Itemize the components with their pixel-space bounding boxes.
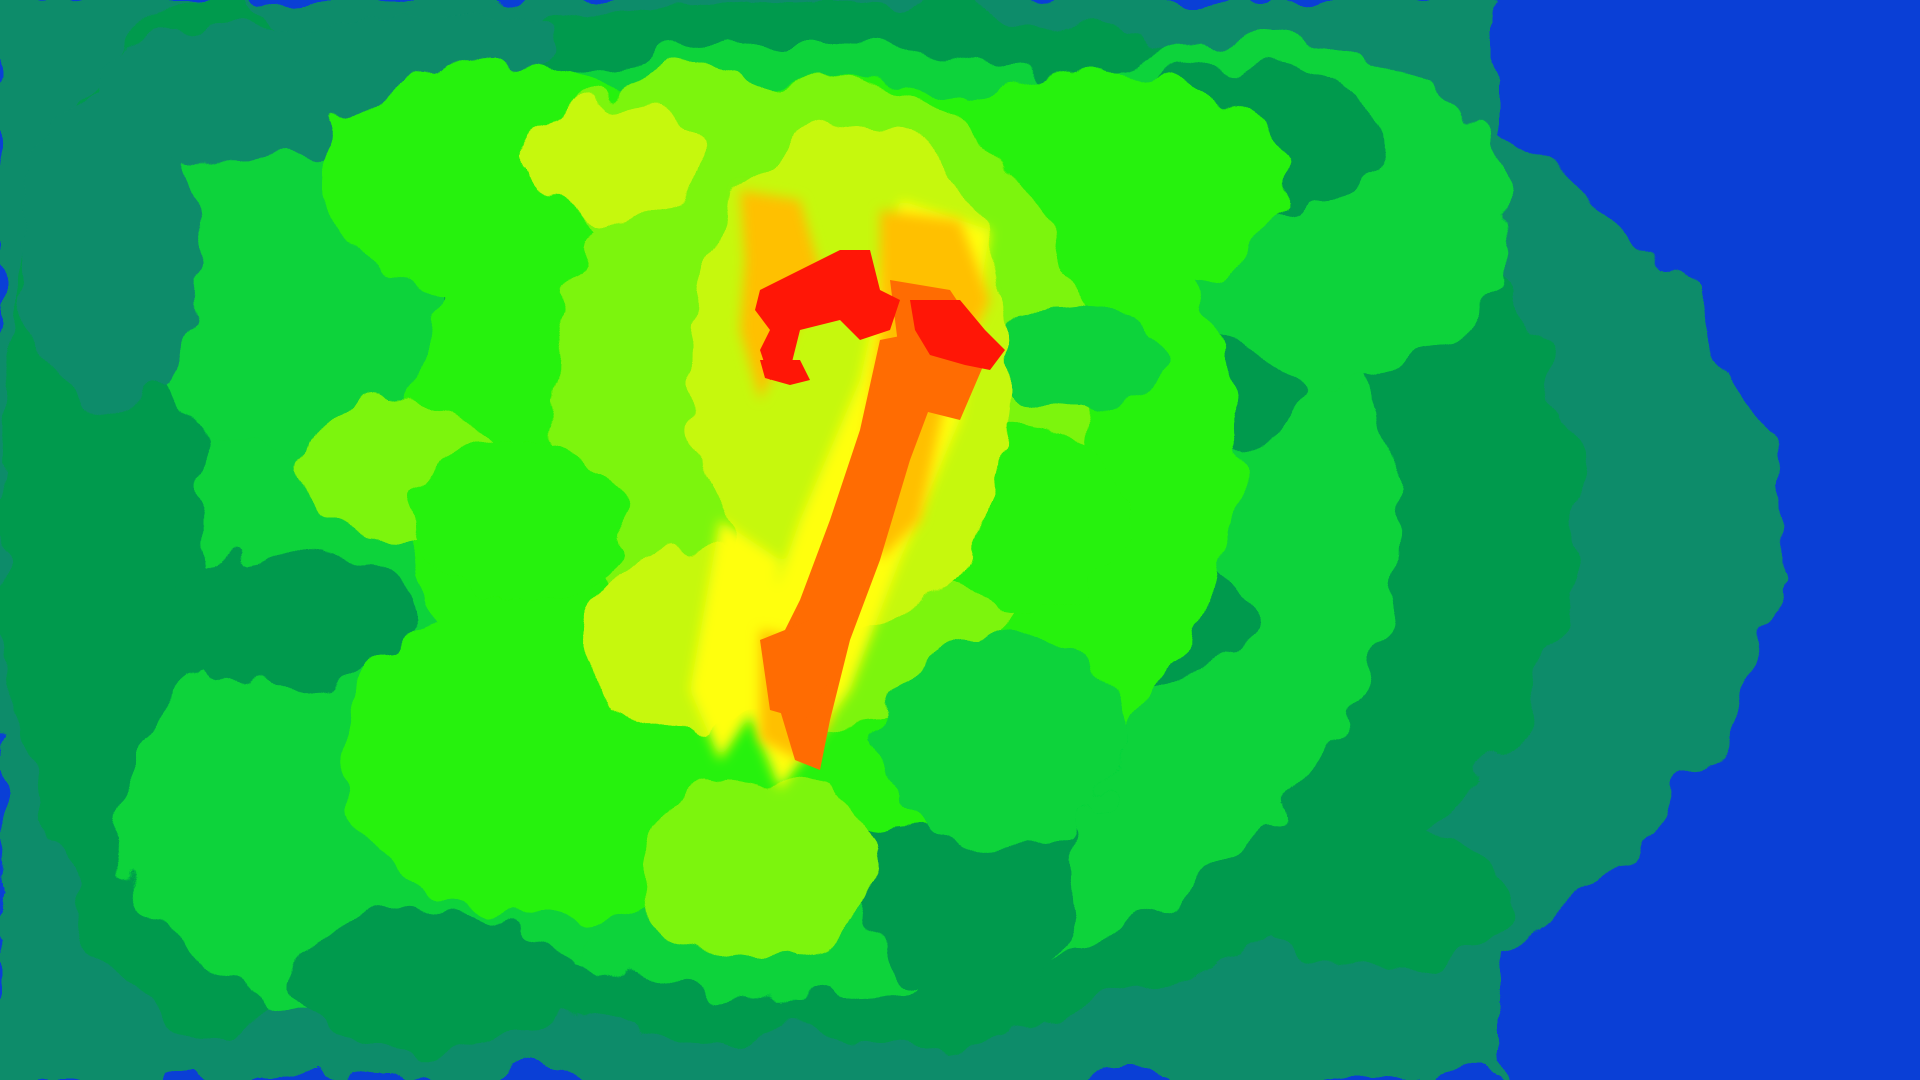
- inner-green-islands: [410, 310, 1170, 850]
- red-hotspot: [755, 250, 1005, 385]
